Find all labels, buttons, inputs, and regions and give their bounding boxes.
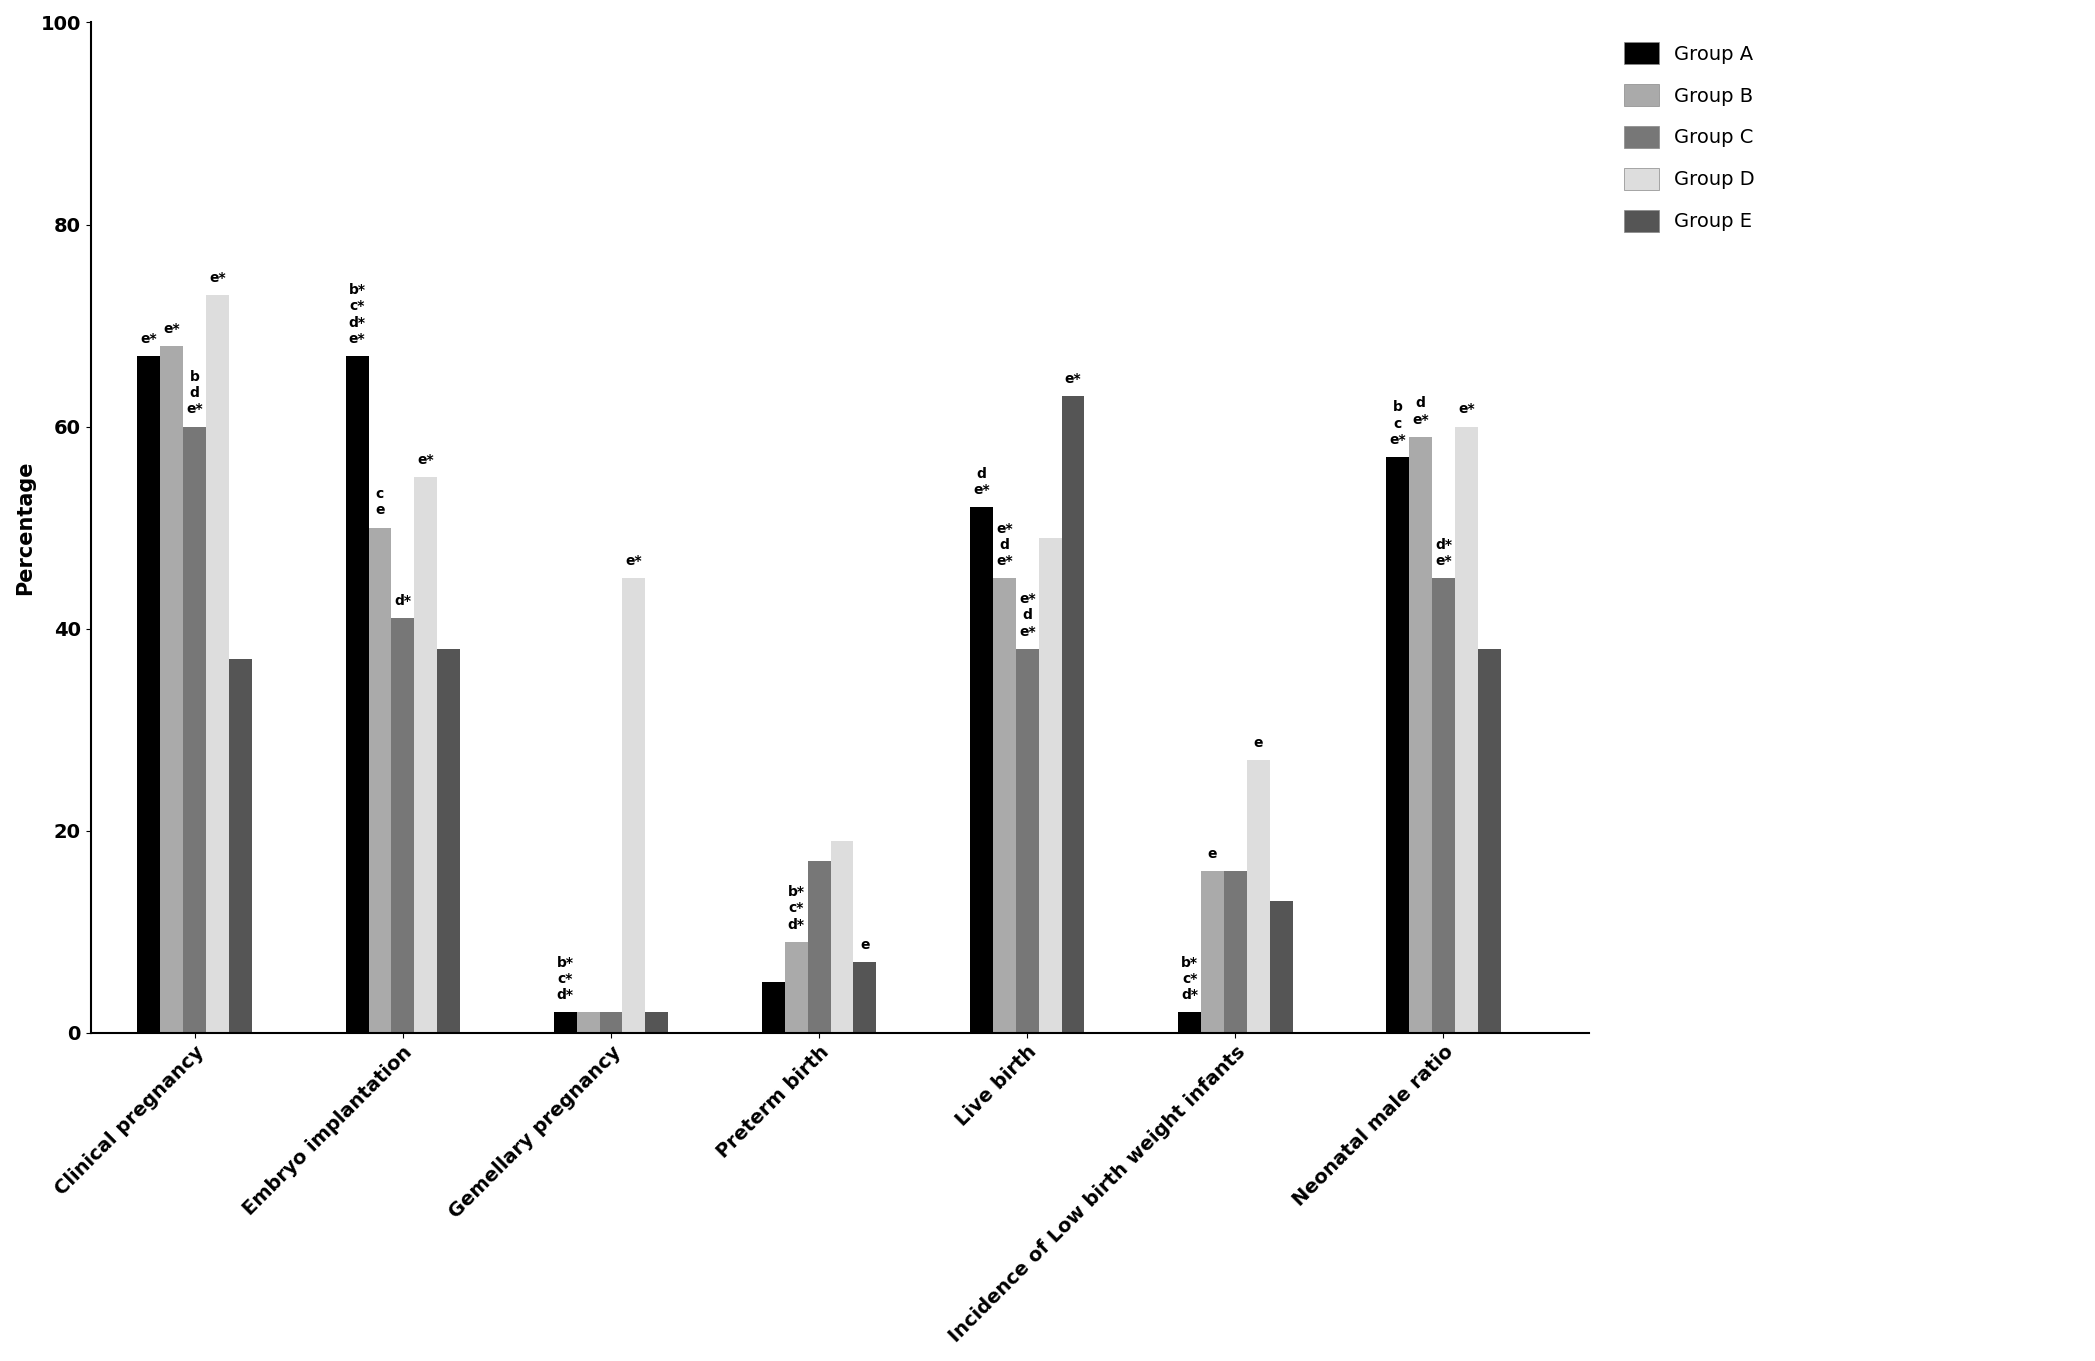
- Text: e*: e*: [626, 554, 643, 568]
- Bar: [1270, 901, 1293, 1033]
- Bar: [138, 355, 161, 1033]
- Bar: [599, 1013, 622, 1033]
- Bar: [1016, 649, 1039, 1033]
- Text: b*
c*
d*: b* c* d*: [1182, 955, 1198, 1002]
- Bar: [1433, 578, 1454, 1033]
- Bar: [1177, 1013, 1200, 1033]
- Bar: [1454, 426, 1477, 1033]
- Bar: [228, 659, 251, 1033]
- Text: d*
e*: d* e*: [1435, 538, 1452, 568]
- Text: d*: d*: [394, 595, 411, 608]
- Bar: [369, 528, 392, 1033]
- Y-axis label: Percentage: Percentage: [15, 460, 36, 595]
- Bar: [438, 649, 461, 1033]
- Legend: Group A, Group B, Group C, Group D, Group E: Group A, Group B, Group C, Group D, Grou…: [1613, 33, 1764, 242]
- Text: b
c
e*: b c e*: [1389, 400, 1406, 446]
- Bar: [392, 618, 415, 1033]
- Bar: [830, 841, 853, 1033]
- Bar: [622, 578, 645, 1033]
- Bar: [182, 426, 205, 1033]
- Bar: [645, 1013, 668, 1033]
- Bar: [1223, 871, 1247, 1033]
- Text: e*: e*: [1458, 403, 1475, 416]
- Text: e*: e*: [417, 453, 434, 467]
- Text: e*: e*: [1064, 372, 1081, 387]
- Bar: [1477, 649, 1500, 1033]
- Text: e*: e*: [210, 271, 226, 286]
- Bar: [1387, 457, 1410, 1033]
- Bar: [763, 983, 786, 1033]
- Bar: [809, 862, 830, 1033]
- Bar: [1200, 871, 1223, 1033]
- Text: d
e*: d e*: [972, 467, 989, 497]
- Text: e*: e*: [163, 321, 180, 336]
- Text: e*
d
e*: e* d e*: [995, 521, 1012, 568]
- Text: e*
d
e*: e* d e*: [1018, 592, 1035, 638]
- Bar: [415, 478, 438, 1033]
- Bar: [161, 346, 182, 1033]
- Bar: [205, 295, 228, 1033]
- Text: d
e*: d e*: [1412, 396, 1429, 426]
- Text: e*: e*: [140, 332, 157, 346]
- Text: b*
c*
d*: b* c* d*: [788, 885, 804, 932]
- Text: b
d
e*: b d e*: [186, 370, 203, 416]
- Bar: [853, 962, 876, 1033]
- Text: c
e: c e: [375, 487, 385, 517]
- Text: b*
c*
d*
e*: b* c* d* e*: [348, 283, 365, 346]
- Bar: [1062, 396, 1085, 1033]
- Text: b*
c*
d*: b* c* d*: [557, 955, 574, 1002]
- Bar: [786, 942, 809, 1033]
- Bar: [1247, 759, 1270, 1033]
- Bar: [553, 1013, 576, 1033]
- Bar: [346, 355, 369, 1033]
- Bar: [1410, 437, 1433, 1033]
- Text: e: e: [861, 938, 869, 951]
- Bar: [970, 508, 993, 1033]
- Text: e: e: [1207, 847, 1217, 862]
- Bar: [993, 578, 1016, 1033]
- Bar: [576, 1013, 599, 1033]
- Text: e: e: [1253, 736, 1263, 750]
- Bar: [1039, 538, 1062, 1033]
